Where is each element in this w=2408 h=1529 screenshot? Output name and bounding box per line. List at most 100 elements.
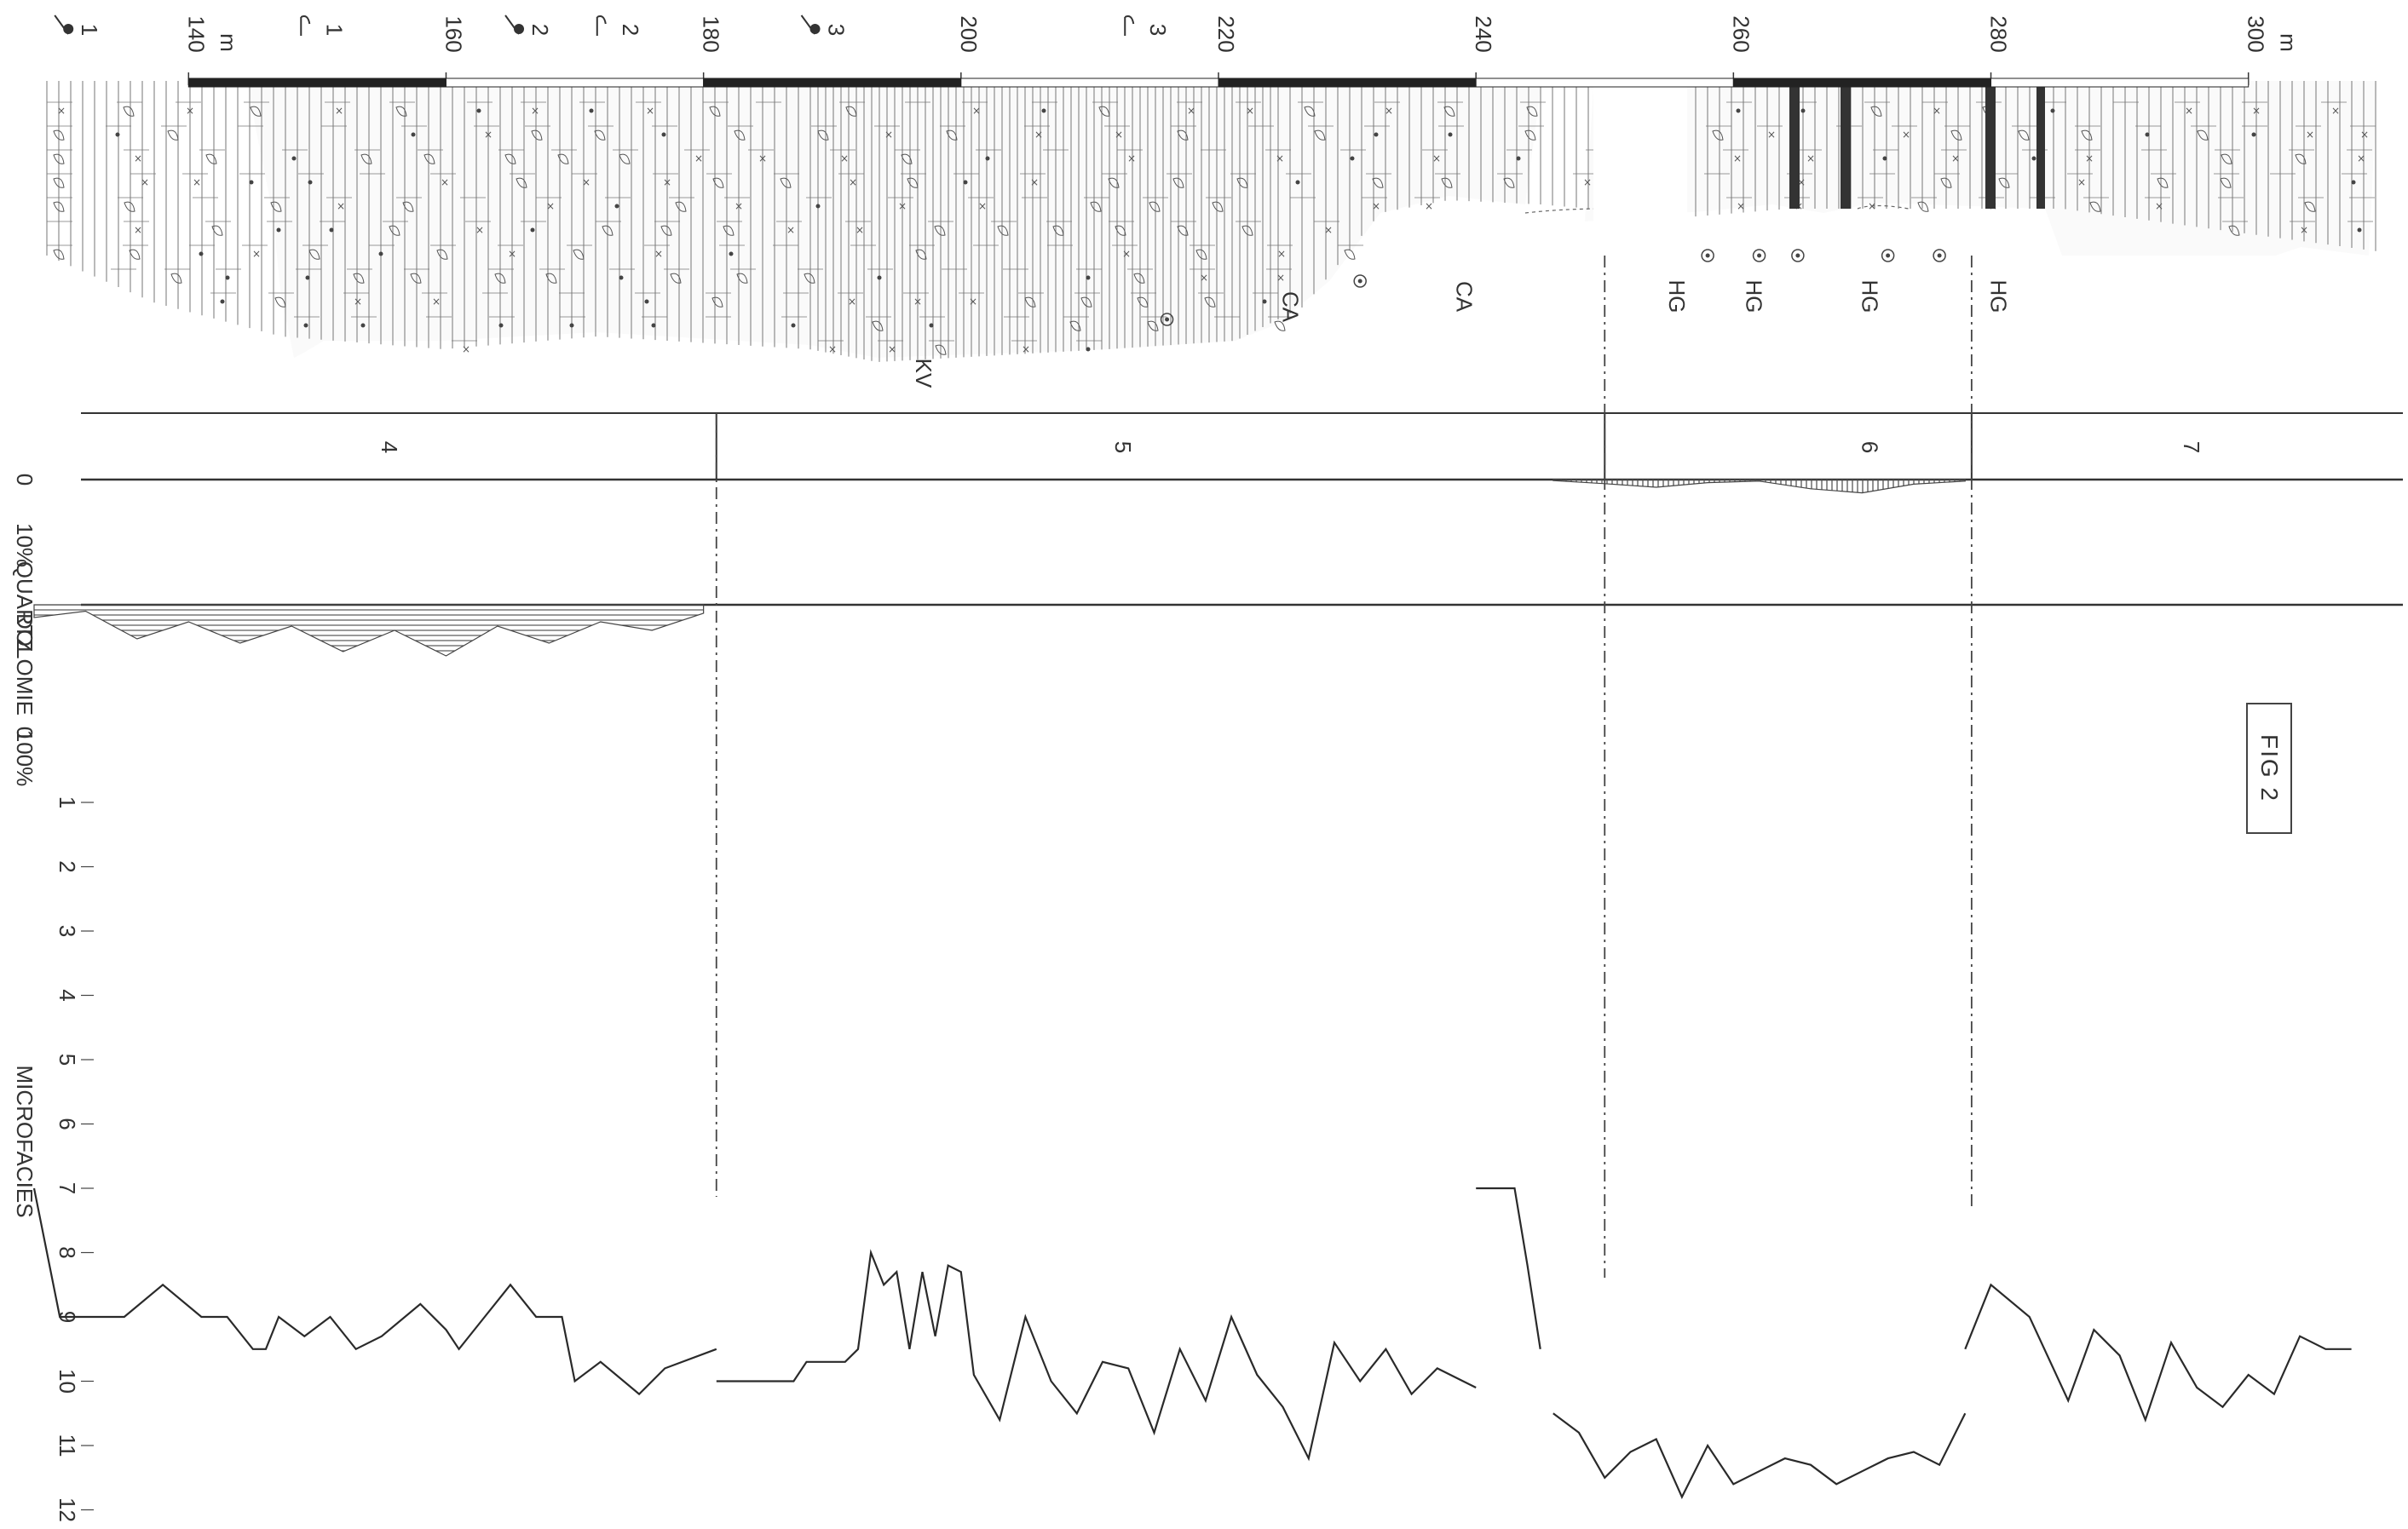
cross-mark-icon: × (193, 176, 201, 188)
shell-fragment-icon (1212, 201, 1224, 212)
microfacies-curve (32, 1187, 2352, 1499)
sample-number: 1 (77, 24, 102, 36)
shell-fragment-icon (2081, 129, 2093, 141)
cross-mark-icon: × (884, 129, 893, 141)
cross-mark-icon: × (1737, 200, 1745, 212)
shell-fragment-icon (1372, 177, 1384, 188)
scale-bar-dark (703, 78, 962, 88)
shell-fragment-icon (53, 153, 65, 164)
radial-fossil-center-icon (1757, 253, 1762, 258)
ooid-icon (378, 251, 383, 256)
ooid-icon (1800, 108, 1806, 113)
ooid-icon (661, 132, 666, 137)
shell-fragment-icon (817, 129, 829, 141)
scale-bar-light (1990, 78, 2250, 88)
cross-mark-icon: × (1372, 200, 1380, 212)
shell-fragment-icon (1304, 106, 1316, 117)
cross-mark-icon: × (57, 105, 66, 117)
cross-mark-icon: × (758, 152, 767, 164)
shell-fragment-icon (557, 153, 569, 164)
annotation-markers: KV CA CA HG HG HG HG (911, 249, 2012, 388)
shell-fragment-icon (402, 201, 414, 212)
radial-fossil-icon (1791, 249, 1805, 262)
microfacies-line (1553, 1412, 1967, 1499)
cross-mark-icon: × (134, 152, 142, 164)
microfacies-axis-label: MICROFACIES (12, 1065, 37, 1217)
ooid-icon (1041, 108, 1046, 113)
cross-mark-icon: × (252, 248, 261, 260)
cross-mark-icon: × (913, 296, 922, 308)
gap-contact-line (1524, 204, 1910, 214)
scale-bar-light (1475, 78, 1734, 88)
shell-fragment-icon (1195, 249, 1207, 260)
cross-mark-icon: × (969, 296, 977, 308)
cross-mark-icon: × (1276, 272, 1285, 284)
sample-number: 3 (824, 24, 850, 36)
dark-bed (1841, 81, 1851, 209)
shell-fragment-icon (1204, 296, 1216, 308)
cross-mark-icon: × (734, 200, 743, 212)
cross-mark-icon: × (1385, 105, 1393, 117)
shell-fragment-icon (1940, 177, 1952, 188)
cross-mark-icon: × (134, 224, 142, 236)
ooid-icon (1882, 156, 1887, 161)
shell-fragment-icon (53, 201, 65, 212)
quartz-tick-label: 10% (12, 523, 37, 567)
ooid-icon (1086, 275, 1091, 280)
ooid-icon (877, 275, 882, 280)
shell-fragment-icon (2295, 153, 2307, 164)
unit-label: m (216, 33, 241, 52)
shell-fragment-icon (1443, 106, 1455, 117)
cross-mark-icon: × (1030, 176, 1039, 188)
unit-labels: 4 5 6 7 (377, 413, 2204, 480)
radial-fossil-center-icon (1165, 317, 1170, 322)
microfacies-tick-label: 10 (55, 1369, 80, 1394)
microfacies-line (1964, 1283, 2352, 1423)
cross-mark-icon: × (2085, 152, 2094, 164)
depth-tick-label: 260 (1728, 15, 1754, 52)
shell-fragment-icon (308, 249, 320, 260)
shell-fragment-icon (1241, 225, 1253, 236)
radial-fossil-icon (1933, 249, 1946, 262)
shell-fragment-icon (736, 273, 748, 284)
microfacies-tick-label: 5 (55, 1054, 80, 1066)
depth-tick-label: 160 (441, 15, 466, 52)
annotation-label: CA (1452, 281, 1478, 313)
cross-mark-icon: × (2300, 224, 2308, 236)
cross-mark-icon: × (888, 343, 896, 355)
cross-mark-icon: × (1797, 176, 1806, 188)
sample-number: 1 (321, 24, 347, 36)
left-axis: 010%QUARTZ0DOLOMIE100%123456789101112MIC… (12, 474, 94, 1522)
quartz-area (1553, 479, 1966, 494)
cross-mark-icon: × (1122, 248, 1131, 260)
cross-mark-icon: × (1200, 272, 1208, 284)
cross-mark-icon: × (337, 200, 345, 212)
shell-fragment-icon (360, 153, 372, 164)
shell-fragment-icon (436, 249, 448, 260)
shell-fragment-icon (395, 106, 407, 117)
shell-fragment-icon (1998, 177, 2010, 188)
microfacies-tick-label: 8 (55, 1246, 80, 1258)
microfacies-line (32, 1187, 717, 1396)
dolomie-tick-label: 0 (12, 727, 37, 739)
radial-fossil-center-icon (1886, 253, 1891, 258)
ooid-icon (1516, 156, 1521, 161)
cross-mark-icon: × (1276, 152, 1284, 164)
shell-fragment-icon (545, 273, 557, 284)
ooid-icon (644, 299, 649, 304)
shell-fragment-icon (780, 177, 792, 188)
shell-fragment-icon (1870, 106, 1882, 117)
ooid-icon (411, 132, 416, 137)
cross-mark-icon: × (354, 296, 362, 308)
annotation-label: CA (1278, 291, 1304, 323)
shell-fragment-icon (594, 129, 606, 141)
shell-fragment-icon (619, 153, 631, 164)
ooid-icon (2145, 132, 2150, 137)
shell-fragment-icon (1090, 201, 1102, 212)
cross-mark-icon: × (335, 105, 343, 117)
shell-fragment-icon (935, 344, 947, 355)
shell-fragment-icon (901, 153, 913, 164)
microfacies-tick-label: 11 (55, 1434, 80, 1457)
ooid-icon (619, 275, 624, 280)
